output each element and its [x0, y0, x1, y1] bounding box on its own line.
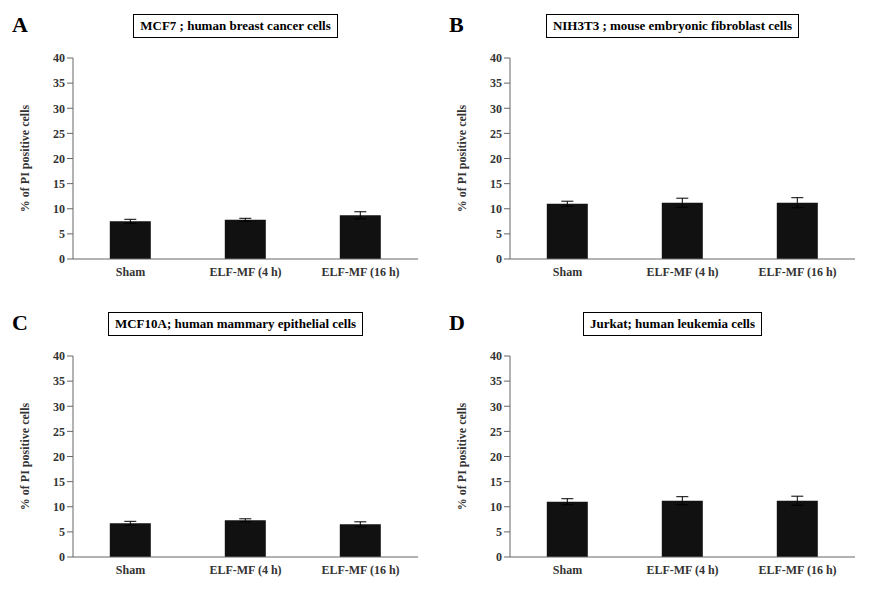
svg-text:20: 20 — [490, 152, 502, 166]
svg-text:10: 10 — [53, 500, 65, 514]
svg-text:40: 40 — [53, 349, 65, 363]
svg-text:% of PI positive cells: % of PI positive cells — [455, 105, 469, 213]
svg-text:Sham: Sham — [553, 265, 582, 279]
svg-text:25: 25 — [490, 127, 502, 141]
svg-text:0: 0 — [59, 252, 65, 266]
svg-text:35: 35 — [490, 76, 502, 90]
svg-text:15: 15 — [53, 177, 65, 191]
svg-text:0: 0 — [496, 252, 502, 266]
svg-text:10: 10 — [490, 500, 502, 514]
svg-text:% of PI positive cells: % of PI positive cells — [18, 403, 32, 511]
svg-text:15: 15 — [53, 475, 65, 489]
svg-text:25: 25 — [490, 425, 502, 439]
svg-text:% of PI positive cells: % of PI positive cells — [18, 105, 32, 213]
svg-text:10: 10 — [53, 202, 65, 216]
svg-text:40: 40 — [490, 51, 502, 65]
svg-text:5: 5 — [59, 525, 65, 539]
svg-text:15: 15 — [490, 177, 502, 191]
svg-text:30: 30 — [490, 102, 502, 116]
html-text:MCF7 ; human breast cancer cel: MCF7 ; human breast cancer cells — [140, 18, 331, 33]
svg-text:5: 5 — [496, 227, 502, 241]
svg-text:ELF-MF (4 h): ELF-MF (4 h) — [209, 265, 281, 279]
svg-text:ELF-MF (16 h): ELF-MF (16 h) — [758, 563, 836, 577]
svg-text:ELF-MF (4 h): ELF-MF (4 h) — [209, 563, 281, 577]
svg-text:25: 25 — [53, 127, 65, 141]
svg-text:ELF-MF (16 h): ELF-MF (16 h) — [321, 563, 399, 577]
svg-text:40: 40 — [490, 349, 502, 363]
svg-text:5: 5 — [496, 525, 502, 539]
svg-text:30: 30 — [490, 400, 502, 414]
svg-text:30: 30 — [53, 102, 65, 116]
svg-text:5: 5 — [59, 227, 65, 241]
svg-text:ELF-MF (16 h): ELF-MF (16 h) — [321, 265, 399, 279]
html-text:A: A — [12, 12, 28, 37]
svg-text:ELF-MF (16 h): ELF-MF (16 h) — [758, 265, 836, 279]
svg-text:ELF-MF (4 h): ELF-MF (4 h) — [646, 265, 718, 279]
html-text:C: C — [12, 310, 28, 335]
svg-text:20: 20 — [53, 152, 65, 166]
svg-text:Sham: Sham — [553, 563, 582, 577]
svg-text:Sham: Sham — [116, 265, 145, 279]
svg-text:Sham: Sham — [116, 563, 145, 577]
svg-text:% of PI positive cells: % of PI positive cells — [455, 403, 469, 511]
html-text:D: D — [449, 310, 465, 335]
svg-text:ELF-MF (4 h): ELF-MF (4 h) — [646, 563, 718, 577]
svg-text:35: 35 — [53, 76, 65, 90]
svg-text:20: 20 — [490, 450, 502, 464]
html-text:MCF10A; human mammary epitheli: MCF10A; human mammary epithelial cells — [114, 316, 357, 331]
svg-text:0: 0 — [59, 550, 65, 564]
svg-text:20: 20 — [53, 450, 65, 464]
svg-text:30: 30 — [53, 400, 65, 414]
html-text:NIH3T3 ; mouse embryonic fibro: NIH3T3 ; mouse embryonic fibroblast cell… — [552, 18, 793, 33]
svg-text:15: 15 — [490, 475, 502, 489]
svg-text:35: 35 — [53, 374, 65, 388]
svg-text:40: 40 — [53, 51, 65, 65]
svg-text:0: 0 — [496, 550, 502, 564]
svg-text:35: 35 — [490, 374, 502, 388]
svg-text:10: 10 — [490, 202, 502, 216]
html-text:Jurkat; human leukemia cells: Jurkat; human leukemia cells — [590, 316, 755, 331]
html-text:B: B — [449, 12, 464, 37]
svg-text:25: 25 — [53, 425, 65, 439]
